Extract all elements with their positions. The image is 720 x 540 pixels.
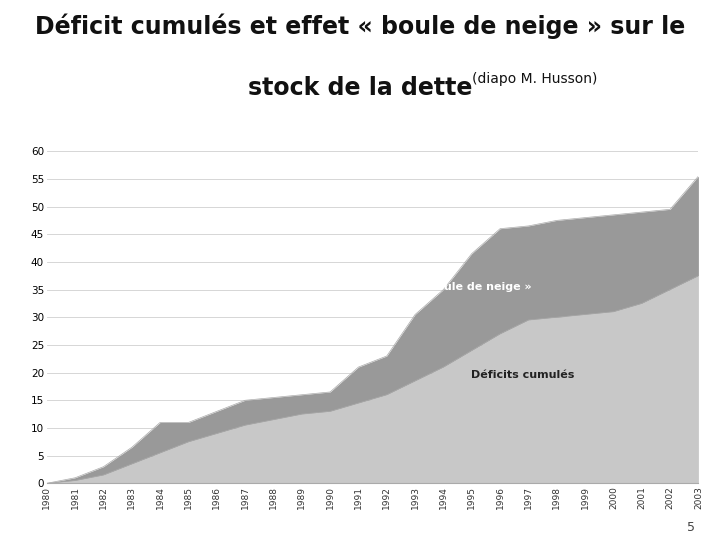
Text: Effet « boule de neige »: Effet « boule de neige » <box>383 282 532 292</box>
Text: stock de la dette: stock de la dette <box>248 76 472 99</box>
Text: Déficit cumulés et effet « boule de neige » sur le: Déficit cumulés et effet « boule de neig… <box>35 14 685 39</box>
Text: 5: 5 <box>687 521 695 534</box>
Text: Déficits cumulés: Déficits cumulés <box>471 370 575 380</box>
Text: (diapo M. Husson): (diapo M. Husson) <box>472 72 598 86</box>
